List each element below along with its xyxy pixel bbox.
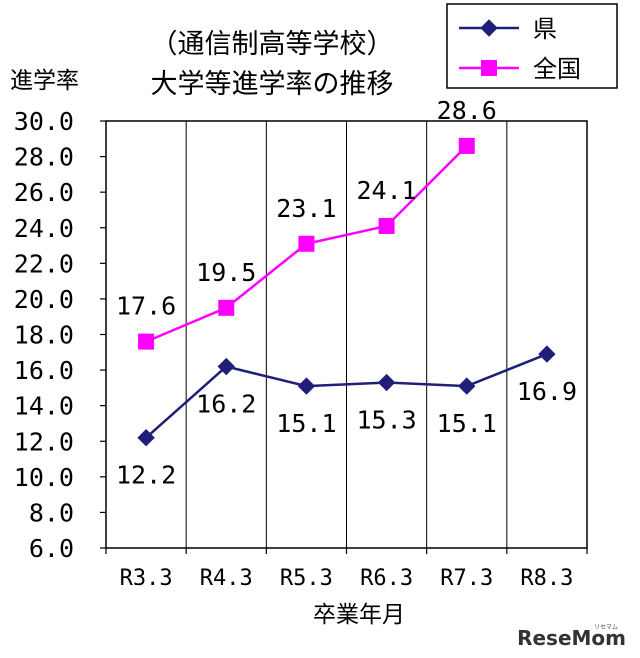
data-label: 15.3 — [356, 406, 416, 435]
data-label: 17.6 — [116, 292, 176, 321]
y-tick-label: 18.0 — [14, 321, 74, 350]
x-axis-label: 卒業年月 — [313, 602, 405, 628]
legend-label: 全国 — [533, 55, 581, 83]
x-tick-label: R8.3 — [520, 566, 573, 591]
data-label: 16.9 — [517, 377, 577, 406]
data-point-県 — [480, 19, 498, 37]
watermark-logo: リセマム ReseMom — [517, 624, 626, 650]
y-tick-label: 26.0 — [14, 178, 74, 207]
x-tick-label: R3.3 — [120, 566, 173, 591]
data-point-県 — [458, 377, 476, 395]
y-tick-label: 6.0 — [29, 534, 74, 563]
watermark-text: ReseMom — [517, 626, 626, 650]
y-tick-label: 28.0 — [14, 143, 74, 172]
x-tick-label: R7.3 — [440, 566, 493, 591]
y-tick-label: 12.0 — [14, 427, 74, 456]
data-point-全国 — [218, 299, 235, 316]
data-point-全国 — [481, 60, 497, 76]
y-tick-label: 10.0 — [14, 463, 74, 492]
x-tick-label: R4.3 — [200, 566, 253, 591]
data-point-県 — [538, 345, 556, 363]
y-axis-label: 進学率 — [10, 68, 79, 94]
y-tick-label: 14.0 — [14, 392, 74, 421]
legend-box — [446, 3, 618, 89]
data-point-全国 — [458, 137, 475, 154]
data-point-県 — [377, 373, 396, 392]
y-tick-label: 30.0 — [14, 107, 74, 136]
y-tick-label: 20.0 — [14, 285, 74, 314]
data-point-県 — [297, 377, 316, 395]
data-label: 16.2 — [196, 390, 256, 419]
y-tick-label: 22.0 — [14, 249, 74, 278]
chart-title-line-1: （通信制高等学校） — [150, 29, 394, 60]
data-point-県 — [217, 357, 235, 376]
data-point-県 — [137, 428, 155, 447]
data-label: 28.6 — [437, 96, 497, 125]
y-tick-label: 24.0 — [14, 214, 74, 243]
data-label: 19.5 — [196, 258, 256, 287]
series-line-県 — [145, 352, 548, 439]
data-point-全国 — [378, 217, 395, 234]
data-label: 15.1 — [276, 409, 336, 438]
x-tick-label: R6.3 — [360, 566, 413, 591]
watermark-small-text: リセマム — [593, 624, 618, 631]
data-label: 12.2 — [116, 461, 176, 490]
data-label: 24.1 — [356, 176, 416, 205]
y-tick-label: 16.0 — [14, 356, 74, 385]
data-point-全国 — [138, 333, 155, 350]
x-tick-label: R5.3 — [280, 566, 333, 591]
data-label: 23.1 — [276, 194, 336, 223]
chart-title-line-2: 大学等進学率の推移 — [150, 69, 394, 100]
data-point-全国 — [298, 235, 315, 252]
y-tick-label: 8.0 — [29, 498, 74, 527]
data-label: 15.1 — [437, 409, 497, 438]
legend-label: 県 — [533, 15, 557, 43]
